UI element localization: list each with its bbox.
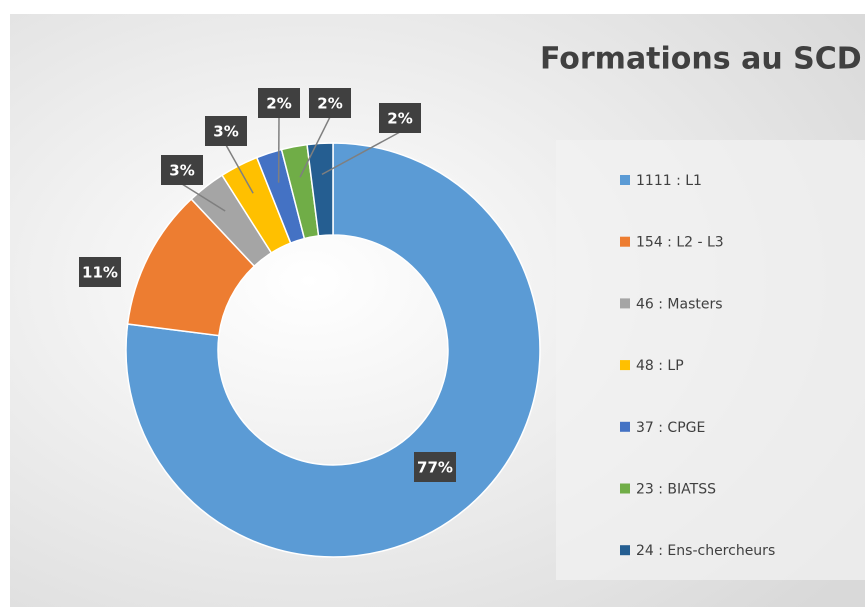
legend-label: 37 : CPGE <box>636 420 705 436</box>
legend-label: 24 : Ens-chercheurs <box>636 543 775 559</box>
legend-swatch <box>620 360 630 371</box>
chart-title: Formations au SCD <box>540 42 862 77</box>
data-label-box <box>258 88 300 118</box>
donut-slice <box>306 142 334 237</box>
data-label: 3% <box>213 123 238 141</box>
leader-line <box>181 183 226 212</box>
legend-label: 23 : BIATSS <box>636 482 716 498</box>
legend-label: 46 : Masters <box>636 296 723 312</box>
legend-swatch <box>620 236 630 247</box>
data-label-box <box>79 257 121 287</box>
data-label-box <box>309 88 351 118</box>
data-label-box <box>379 103 421 133</box>
legend-label: 1111 : L1 <box>636 173 702 189</box>
leader-line <box>299 116 331 178</box>
legend-label: 48 : LP <box>636 358 684 374</box>
legend-box <box>556 140 865 580</box>
data-label-box <box>161 155 203 185</box>
legend-swatch <box>620 175 630 185</box>
legend-label: 154 : L2 - L3 <box>636 235 724 251</box>
leader-line <box>321 131 401 176</box>
data-label: 3% <box>169 162 194 180</box>
data-label: 77% <box>417 459 453 477</box>
leader-line <box>225 144 254 194</box>
legend-swatch <box>620 298 630 309</box>
data-label: 2% <box>387 110 412 128</box>
data-label: 11% <box>82 264 118 282</box>
data-label-box <box>414 452 456 482</box>
legend-swatch <box>620 545 630 556</box>
data-label-box <box>205 116 247 146</box>
data-label: 2% <box>317 95 342 113</box>
legend-swatch <box>620 421 630 432</box>
legend-swatch <box>620 483 630 494</box>
data-label: 2% <box>266 95 291 113</box>
